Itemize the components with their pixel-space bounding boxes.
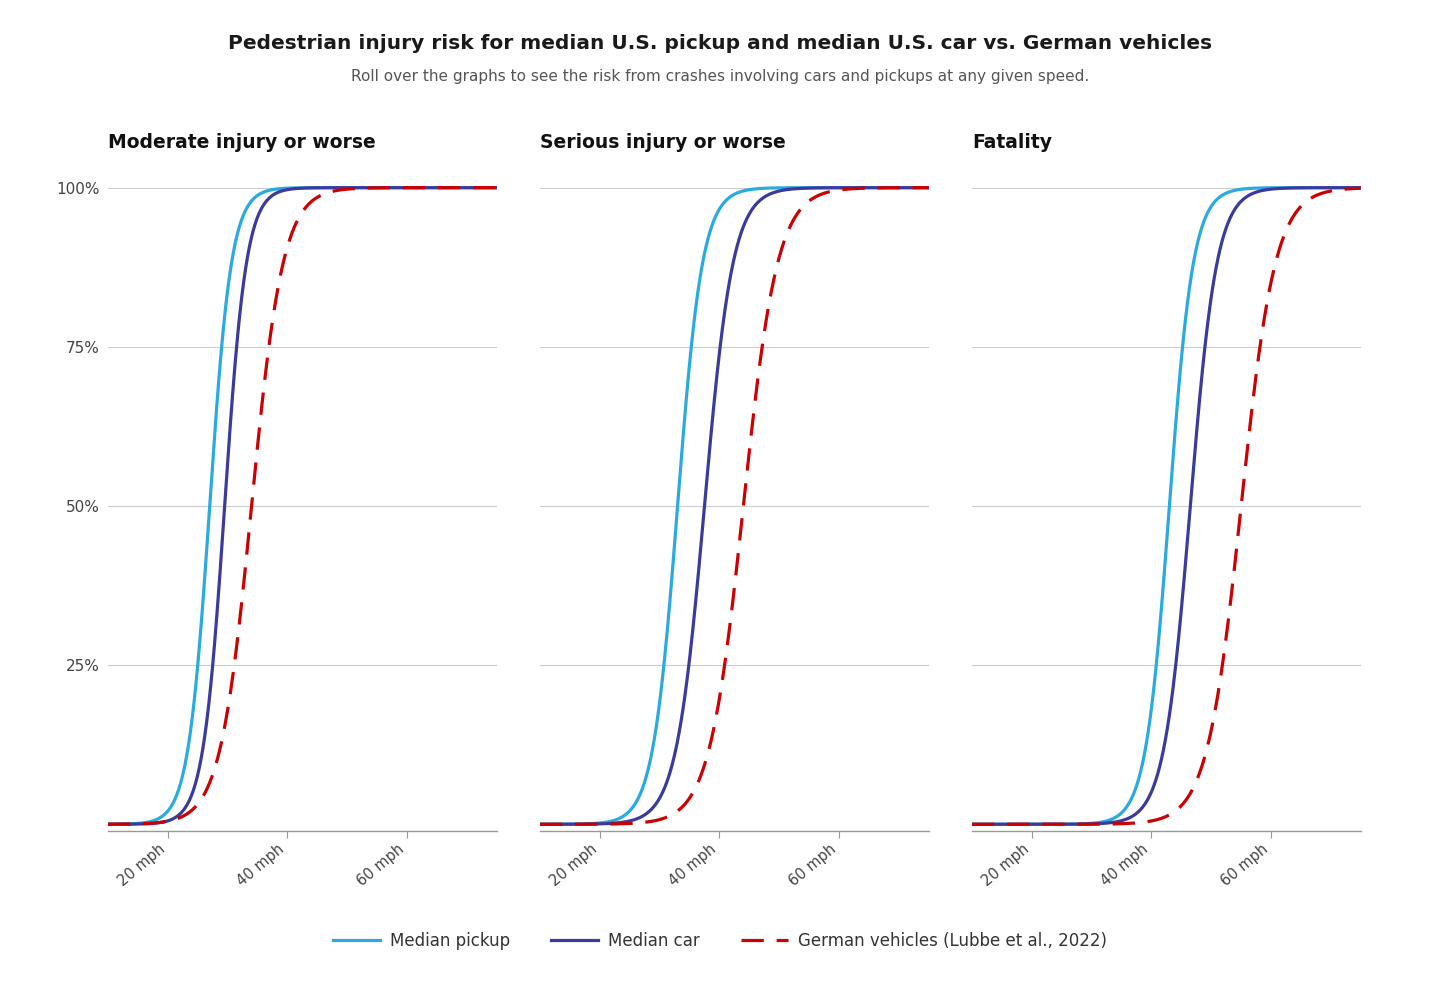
Text: Moderate injury or worse: Moderate injury or worse	[108, 134, 376, 152]
Text: Pedestrian injury risk for median U.S. pickup and median U.S. car vs. German veh: Pedestrian injury risk for median U.S. p…	[228, 34, 1212, 53]
Text: Roll over the graphs to see the risk from crashes involving cars and pickups at : Roll over the graphs to see the risk fro…	[351, 69, 1089, 84]
Text: Serious injury or worse: Serious injury or worse	[540, 134, 786, 152]
Text: Fatality: Fatality	[972, 134, 1053, 152]
Legend: Median pickup, Median car, German vehicles (Lubbe et al., 2022): Median pickup, Median car, German vehicl…	[327, 926, 1113, 957]
